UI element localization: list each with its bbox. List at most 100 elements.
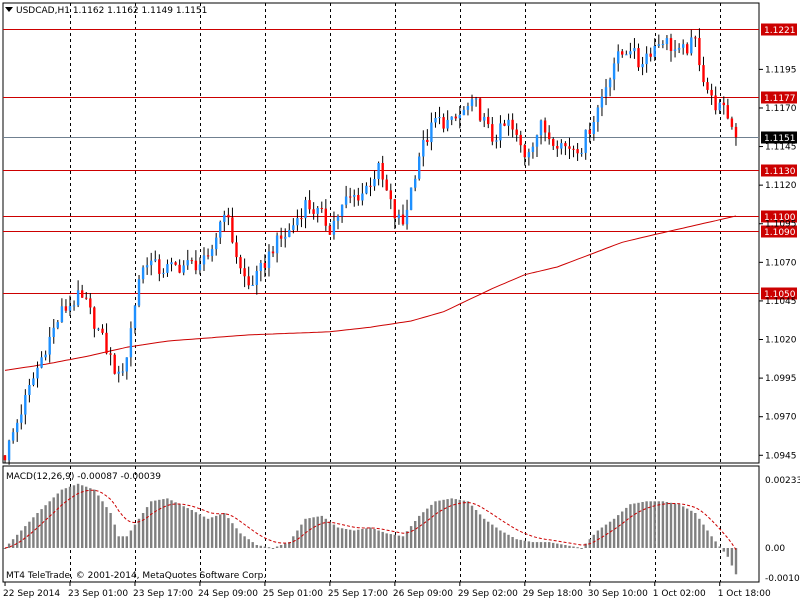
macd-bar — [511, 537, 514, 548]
candle-body — [645, 53, 648, 65]
macd-bar — [446, 499, 449, 548]
candle-body — [24, 395, 27, 415]
candle-body — [344, 196, 348, 205]
candle-body — [93, 307, 96, 329]
candle-body — [178, 264, 181, 273]
macd-tick-label: 0.00 — [765, 544, 785, 554]
candle-body — [499, 123, 502, 141]
candle-body — [430, 122, 433, 143]
candle-body — [633, 48, 636, 52]
level-tag — [761, 210, 797, 223]
macd-bar — [454, 499, 457, 548]
macd-bar — [564, 545, 567, 548]
macd-label: MACD(12,26,9) -0.00087 -0.00039 — [6, 472, 161, 482]
macd-bar — [612, 518, 616, 548]
macd-bar — [288, 542, 291, 548]
macd-bar — [653, 501, 656, 548]
macd-bar — [361, 529, 364, 548]
macd-bar — [328, 521, 332, 548]
macd-bar — [190, 510, 193, 548]
moving-average — [4, 215, 737, 371]
candle-body — [706, 82, 709, 90]
candle-body — [316, 208, 319, 214]
candle-body — [726, 105, 729, 119]
candle-body — [133, 305, 137, 329]
macd-bar — [267, 547, 271, 549]
macd-bar — [430, 504, 433, 548]
macd-bar — [690, 510, 693, 548]
candle-body — [503, 123, 506, 126]
macd-bar — [166, 498, 169, 548]
collapse-arrow-icon[interactable] — [5, 7, 13, 12]
macd-bar — [117, 536, 120, 548]
candle-body — [64, 306, 68, 311]
macd-bar — [20, 530, 23, 548]
candle-body — [523, 145, 526, 158]
macd-bar — [215, 515, 218, 548]
candle-body — [458, 115, 461, 119]
macd-bar — [543, 542, 547, 548]
candle-body — [81, 290, 84, 298]
macd-bar — [162, 499, 165, 548]
macd-bar — [129, 530, 133, 548]
candle-body — [470, 99, 474, 107]
candle-body — [539, 120, 543, 136]
candle-body — [519, 134, 522, 146]
candle-body — [320, 208, 323, 209]
macd-bar — [669, 502, 673, 548]
macd-bar — [182, 506, 185, 548]
candle-body — [231, 217, 234, 243]
macd-bar — [726, 548, 729, 557]
macd-bar — [698, 518, 701, 548]
macd-bar — [576, 547, 579, 549]
candle-body — [162, 272, 165, 274]
candle-body — [661, 44, 665, 45]
candle-body — [515, 129, 518, 135]
level-label: 1.1221 — [764, 26, 796, 36]
candle-body — [487, 116, 490, 125]
candle-body — [255, 271, 258, 285]
current-price-label: 1.1151 — [764, 134, 796, 144]
macd-bar — [714, 541, 717, 548]
candle-body — [414, 178, 417, 188]
macd-bar — [580, 548, 583, 549]
macd-bar — [259, 545, 262, 548]
macd-bar — [255, 545, 258, 548]
candle-body — [32, 378, 35, 385]
candle-body — [202, 255, 206, 265]
candle-body — [11, 432, 15, 441]
time-tick-label: 24 Sep 09:00 — [198, 589, 258, 599]
candle-body — [121, 371, 124, 373]
macd-bar — [450, 498, 453, 548]
candle-body — [617, 51, 620, 64]
candle-body — [507, 119, 510, 126]
candle-body — [422, 139, 425, 157]
macd-bar — [113, 524, 116, 548]
level-label: 1.1130 — [764, 167, 796, 177]
macd-bar — [572, 546, 575, 548]
candle-body — [154, 259, 157, 261]
candle-body — [97, 328, 100, 330]
candle-body — [219, 221, 222, 238]
macd-bar — [56, 493, 59, 548]
candle-body — [72, 305, 76, 307]
macd-bar — [312, 517, 315, 548]
candle-body — [296, 218, 299, 226]
candle-body — [478, 98, 482, 121]
candle-body — [698, 38, 701, 66]
macd-bar — [72, 485, 76, 548]
candle-body — [450, 116, 453, 120]
macd-bar — [60, 489, 64, 548]
candle-body — [210, 249, 214, 256]
candle-body — [52, 327, 55, 337]
macd-bar — [629, 504, 632, 548]
macd-bar — [235, 528, 238, 548]
candle-body — [7, 440, 11, 461]
time-tick-label: 29 Sep 18:00 — [523, 589, 583, 599]
candle-body — [377, 163, 380, 179]
candle-body — [170, 262, 173, 265]
macd-bar — [150, 501, 153, 548]
candle-body — [682, 44, 685, 48]
macd-bar — [507, 534, 510, 548]
